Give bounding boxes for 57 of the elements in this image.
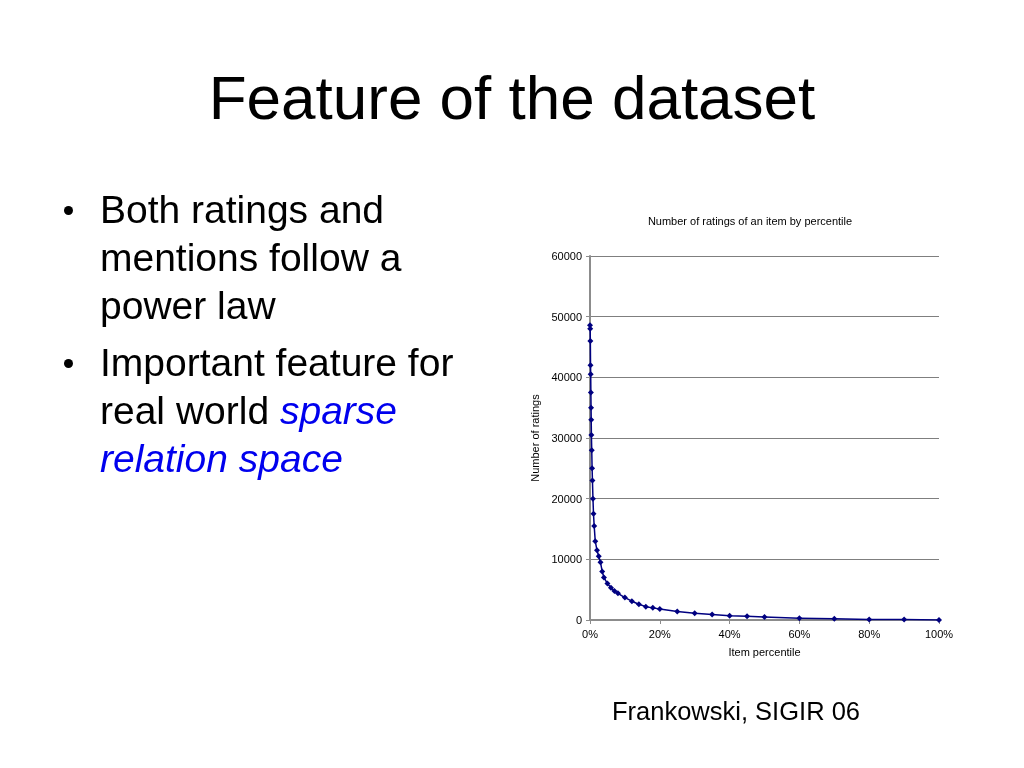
point [604, 580, 611, 587]
point [588, 431, 595, 438]
y-tick-label: 50000 [551, 310, 582, 323]
x-tick-label: 80% [858, 627, 881, 640]
point [674, 608, 681, 615]
point [587, 371, 594, 378]
point [642, 603, 649, 610]
chart-title: Feature of the dataset [207, 62, 817, 134]
point [831, 615, 838, 622]
point [597, 559, 604, 566]
point [709, 611, 716, 618]
x-tick-label: 20% [648, 627, 672, 640]
point [621, 594, 628, 601]
point [588, 416, 595, 423]
y-tick-label: 40000 [551, 371, 582, 384]
point [595, 553, 602, 560]
x-tick-label: 40% [718, 627, 741, 640]
text: Important feature for real world sparse relation space [100, 341, 454, 480]
x-tick-label: 60% [788, 627, 811, 640]
point [589, 465, 596, 472]
x-tick-label: 100% [924, 627, 954, 640]
point [593, 547, 600, 554]
point [599, 568, 606, 575]
point [587, 389, 594, 396]
point [614, 590, 621, 597]
y-tick-label: 0 [575, 614, 582, 626]
text: Frankowski, SIGIR 06 [612, 697, 860, 726]
y-tick-label: 60000 [551, 250, 582, 262]
point [589, 477, 596, 484]
point [635, 601, 642, 608]
chart-subtitle: Number of ratings of an item by percentile [647, 214, 853, 227]
point [691, 610, 698, 617]
point [761, 613, 768, 620]
y-tick-label: 30000 [551, 432, 582, 444]
point [744, 613, 751, 620]
point [600, 574, 607, 581]
point [587, 337, 594, 344]
x-axis-title: Item percentile [728, 645, 801, 658]
point [656, 606, 663, 613]
point [796, 615, 803, 622]
point [628, 598, 635, 605]
y-tick-label: 20000 [551, 492, 582, 505]
point [607, 584, 614, 591]
point [589, 495, 596, 502]
y-axis-title: Number of ratings [528, 393, 541, 482]
point [649, 604, 656, 611]
point [590, 510, 597, 517]
point [611, 587, 618, 594]
point [587, 362, 594, 369]
point [726, 612, 733, 619]
point [588, 447, 595, 454]
x-tick-label: 0% [582, 627, 599, 640]
point [901, 616, 908, 623]
y-tick-label: 10000 [551, 553, 582, 566]
point [592, 538, 599, 545]
point [588, 404, 595, 411]
point [591, 522, 598, 529]
